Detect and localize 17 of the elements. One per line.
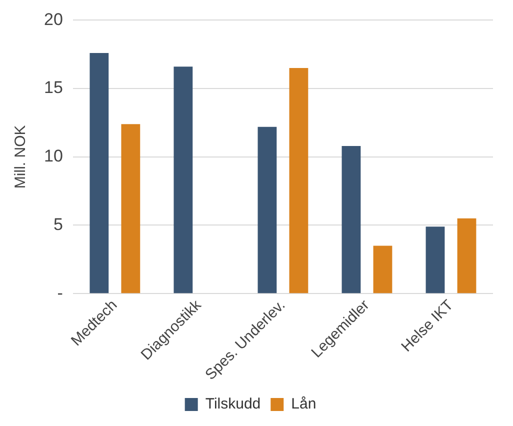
y-axis-title: Mill. NOK [12, 125, 30, 189]
legend-label: Tilskudd [205, 396, 261, 413]
y-tick-label: 20 [44, 10, 63, 29]
y-tick-label: 10 [44, 146, 63, 166]
legend-label: Lån [291, 396, 316, 413]
bar [289, 68, 308, 294]
bar [174, 66, 193, 294]
y-tick-label: 15 [44, 78, 63, 98]
bar [373, 246, 392, 294]
bar [457, 218, 476, 294]
bar [90, 53, 109, 294]
y-tick-label: 5 [53, 214, 63, 234]
bar [258, 126, 277, 294]
y-tick-label: - [57, 283, 63, 302]
bar [121, 124, 140, 294]
bar [342, 146, 361, 294]
bar [426, 226, 445, 294]
